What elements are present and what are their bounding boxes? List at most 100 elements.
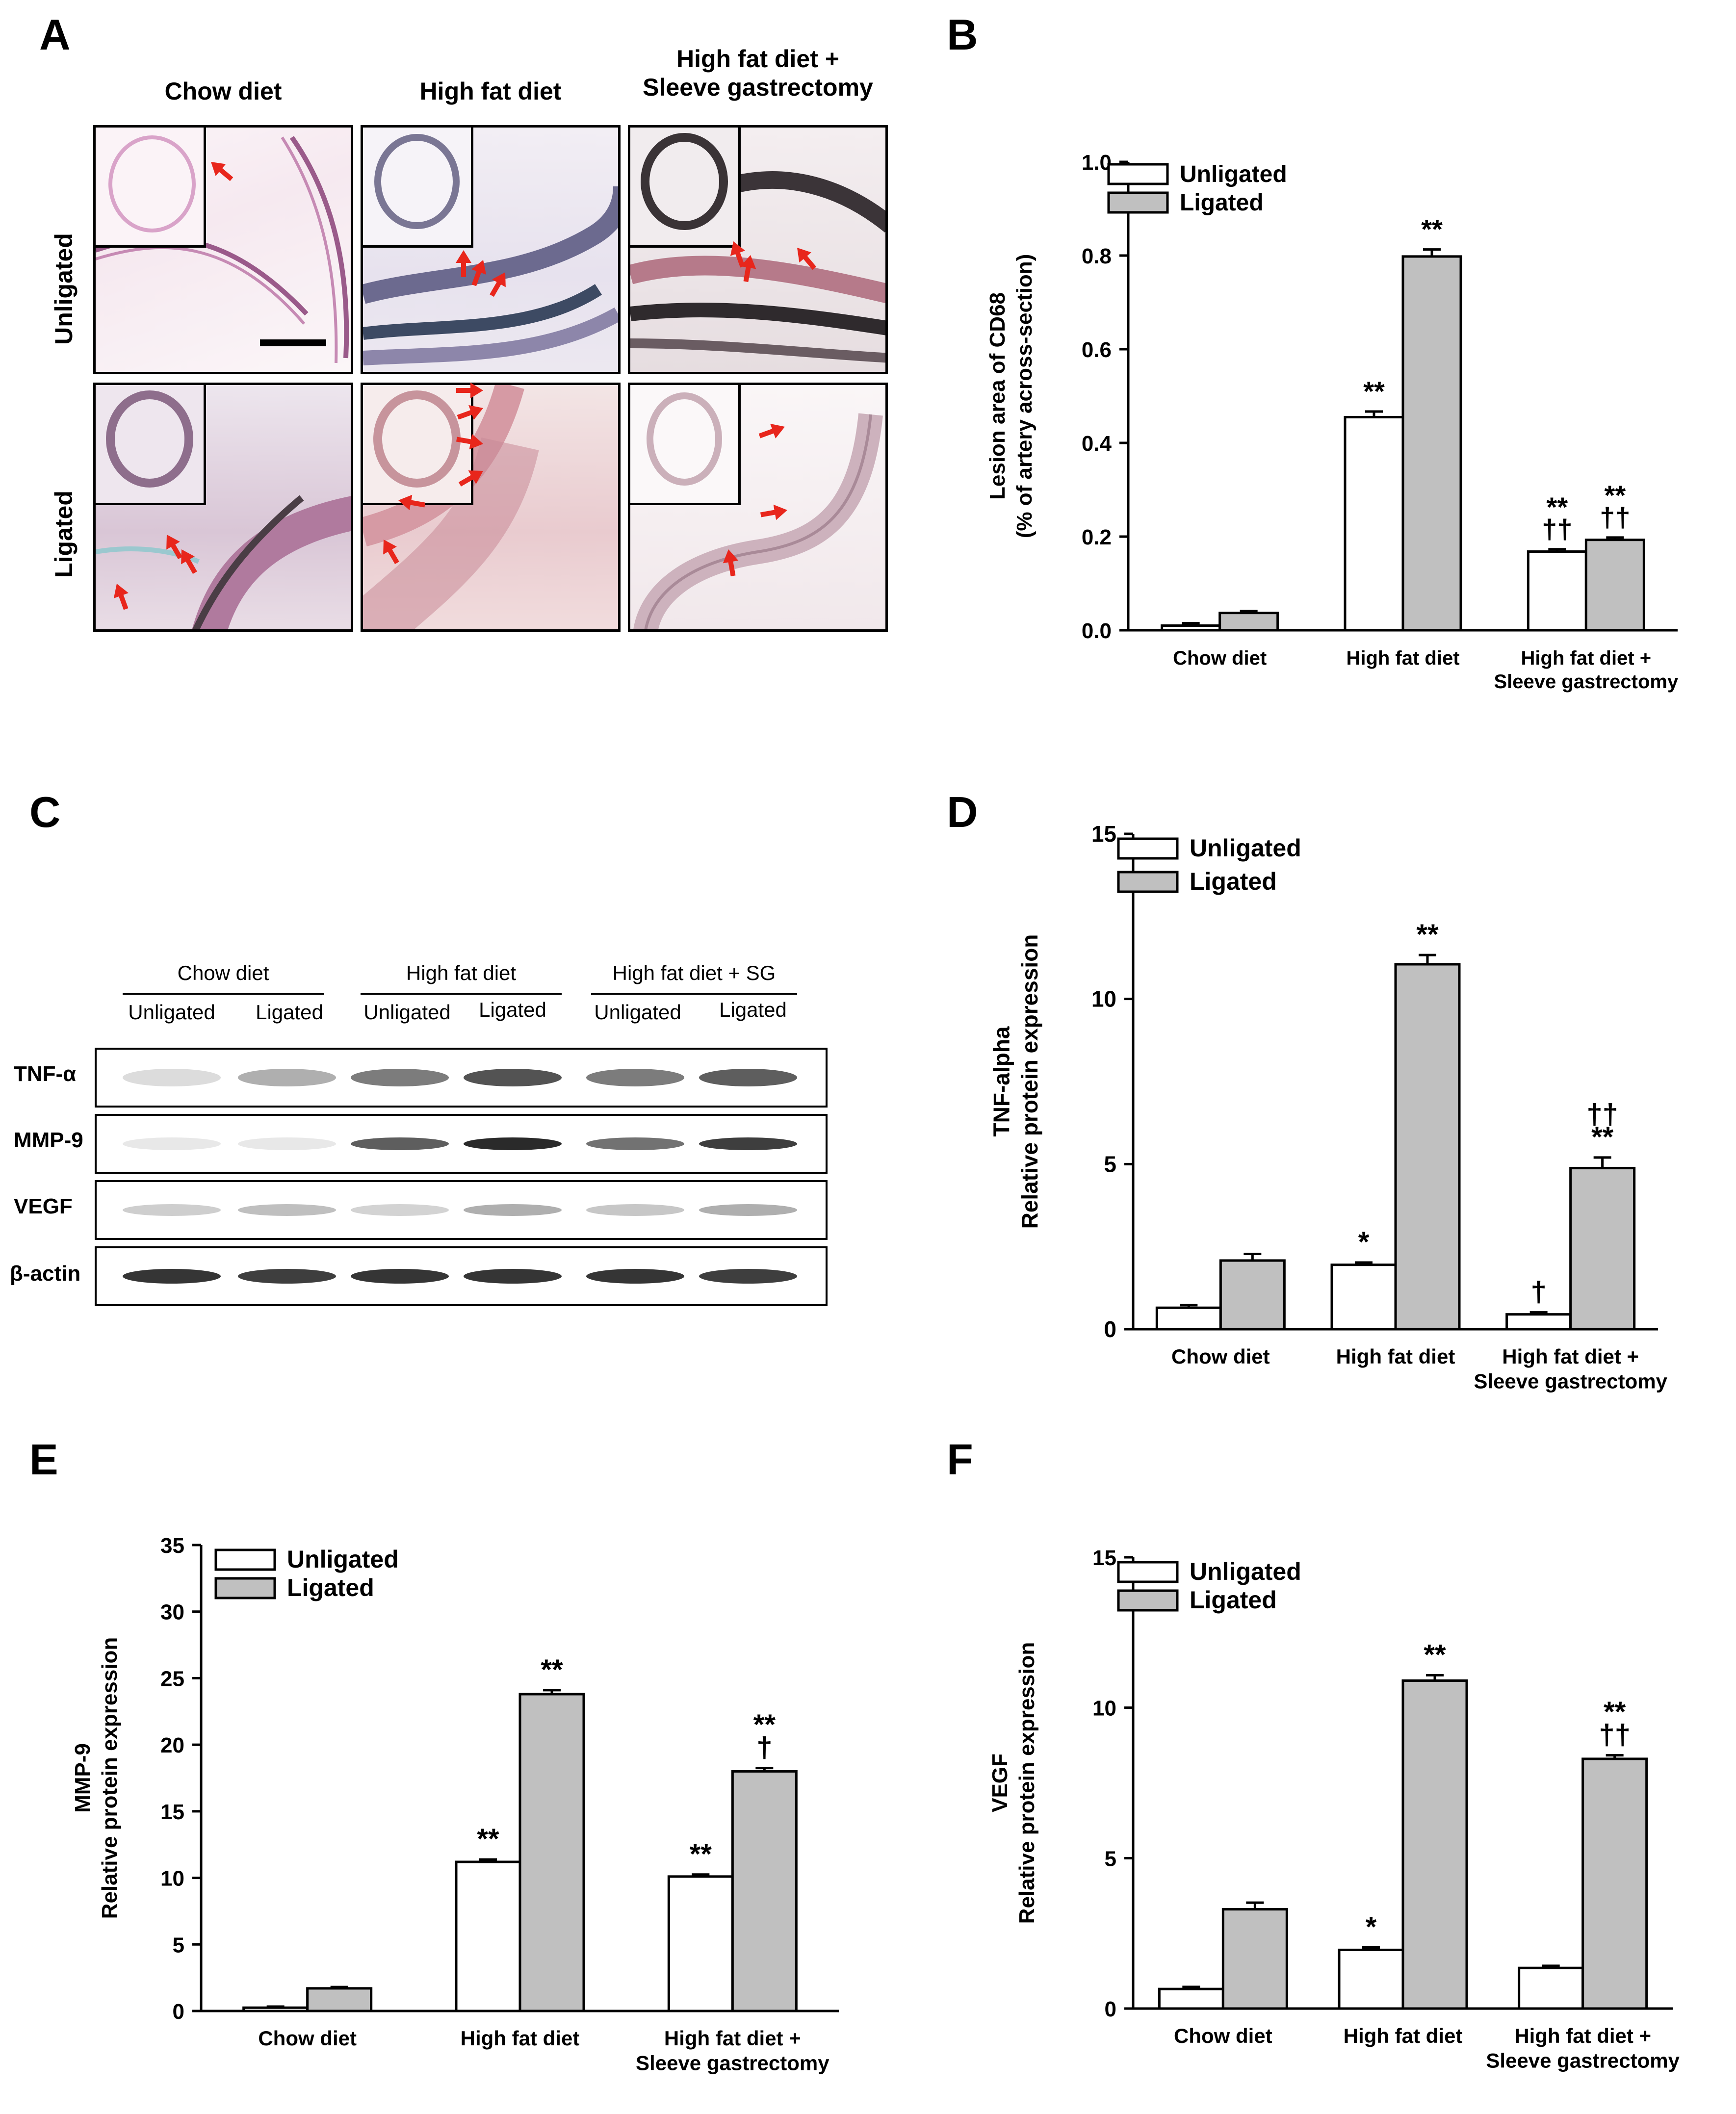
y-tick-label: 0.8 [1082,244,1112,268]
panel-letter-c: C [29,788,61,836]
legend-swatch-ligated [1107,191,1169,214]
y-axis-label-line: Relative protein expression [1015,1642,1039,1924]
y-axis-label-line: TNF-alpha [988,1026,1014,1136]
legend-label-ligated: Ligated [1190,868,1277,895]
protein-label-tnf: TNF-α [14,1062,77,1086]
legend-swatch-unligated [1117,837,1179,860]
y-axis-label: VEGF Relative protein expression [988,1642,1039,1924]
y-tick-label: 15 [1091,821,1116,847]
bar-ligated-1 [1221,1908,1288,2010]
significance-marker: * [1366,1911,1377,1943]
band-3-4 [464,1204,562,1216]
bar-ligated-2 [518,1693,585,2012]
bar-ligated-3 [1584,539,1645,632]
band-4-2 [238,1269,336,1284]
significance-marker: ** [477,1823,499,1855]
band-1-6 [699,1069,797,1086]
y-tick-label: 35 [160,1534,184,1558]
band-2-2 [238,1137,336,1150]
significance-marker: ** [541,1654,563,1686]
legend-swatch-unligated [1117,1561,1179,1583]
bar-unligated-2 [1344,415,1404,632]
y-axis-label-line: (% of artery across-section) [1012,254,1036,539]
y-tick-label: 0.4 [1082,432,1112,456]
inset-chow-ligated [96,385,206,505]
y-tick-label: 5 [173,1933,184,1957]
protein-label-vegf: VEGF [14,1194,73,1218]
y-tick-label: 0.6 [1082,338,1112,362]
legend-swatch-ligated [214,1577,276,1599]
blot-strips [95,1048,828,1306]
significance-marker: ** †† [1600,480,1630,533]
category-label-3: High fat diet + Sleeve gastrectomy [1486,2024,1680,2072]
band-2-4 [464,1137,562,1150]
band-3-6 [699,1204,797,1216]
band-3-5 [586,1204,684,1216]
bar-ligated-2 [1401,255,1462,632]
blot-group-chow: Chow diet [177,961,269,984]
legend-label-ligated: Ligated [287,1574,374,1601]
band-1-1 [123,1069,221,1086]
vessel-wall-hfd-unligated [363,186,618,365]
band-2-1 [123,1137,221,1150]
band-3-2 [238,1204,336,1216]
significance-marker: †† ** [1586,1098,1618,1153]
blot-group-line-hfd-sg [591,993,797,995]
bar-unligated-1 [1161,624,1221,632]
band-1-3 [351,1069,449,1086]
significance-marker: ** †† [1542,491,1572,544]
y-tick-label: 10 [160,1867,184,1891]
blot-group-hfd-sg: High fat diet + SG [612,961,776,984]
legend-swatch-ligated [1117,1589,1179,1612]
blot-group-line-hfd [361,993,562,995]
bar-unligated-1 [1155,1306,1222,1331]
bar-unligated-3 [1527,550,1587,632]
category-label-3: High fat diet + Sleeve gastrectomy [636,2027,829,2074]
protein-label-mmp9: MMP-9 [14,1128,83,1152]
y-tick-label: 25 [160,1667,184,1691]
category-label-1: Chow diet [1173,647,1267,669]
band-4-5 [586,1269,684,1284]
y-tick-label: 0 [173,2000,184,2024]
band-1-4 [464,1069,562,1086]
band-2-5 [586,1137,684,1150]
significance-marker: ** [1424,1639,1446,1671]
bar-ligated-3 [1581,1757,1648,2010]
band-4-1 [123,1269,221,1284]
band-4-4 [464,1269,562,1284]
bar-unligated-2 [1330,1263,1397,1331]
protein-label-actin: β-actin [10,1262,81,1286]
lane-label-4: Ligated [479,998,546,1021]
legend-swatch-ligated [1117,871,1179,893]
histology-hfd-ligated [361,383,621,632]
lane-label-5: Unligated [594,1001,681,1024]
histology-hfd-unligated [361,125,621,374]
inset-hfd-ligated [363,385,473,505]
lane-label-6: Ligated [719,998,787,1021]
y-tick-label: 0.2 [1082,525,1112,549]
bar-ligated-3 [731,1770,798,2012]
legend-label-unligated: Unligated [1190,1558,1301,1585]
legend-swatch-unligated [1107,163,1169,185]
significance-marker: ** [690,1838,712,1870]
y-tick-label: 20 [160,1733,184,1757]
y-tick-label: 10 [1092,1697,1116,1721]
significance-marker: † [1531,1276,1547,1308]
y-tick-label: 10 [1091,986,1116,1012]
y-axis-label-line: VEGF [988,1753,1012,1812]
bar-unligated-3 [667,1875,734,2012]
lane-label-2: Ligated [256,1001,323,1024]
band-3-1 [123,1204,221,1216]
legend-label-unligated: Unligated [287,1546,399,1573]
y-tick-label: 30 [160,1600,184,1624]
band-2-3 [351,1137,449,1150]
legend-label-unligated: Unligated [1180,161,1287,187]
bar-unligated-2 [1338,1948,1404,2010]
bar-unligated-1 [242,2006,309,2012]
bar-ligated-2 [1394,963,1461,1331]
bar-ligated-1 [306,1987,373,2012]
significance-marker: ** [1363,376,1385,407]
band-4-3 [351,1269,449,1284]
y-tick-label: 5 [1105,1847,1116,1871]
inset-sg-unligated [630,128,741,248]
